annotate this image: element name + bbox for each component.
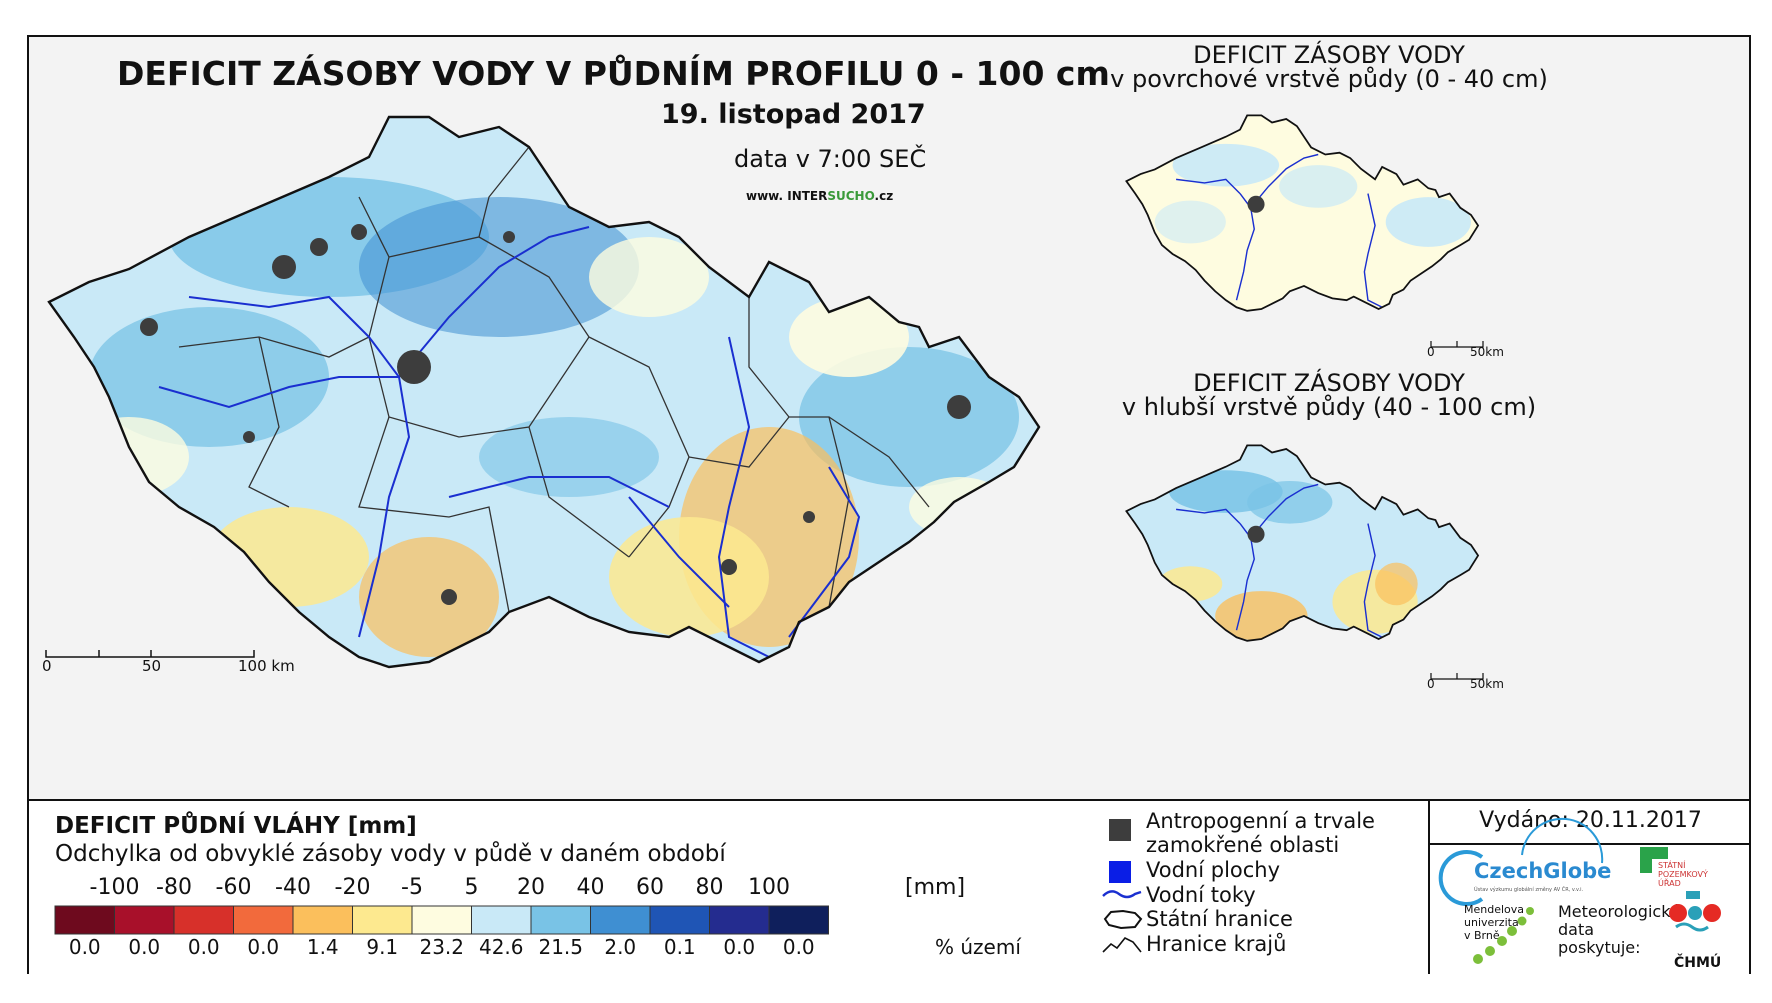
legend-pct-unit: % území: [935, 935, 1021, 959]
legend-swatch-4: [292, 905, 353, 935]
legend-tick-10: 80: [695, 875, 724, 900]
legend-pct-7: 42.6: [478, 935, 524, 959]
legend-swatch-8: [530, 905, 591, 935]
river-icon: [1102, 890, 1142, 899]
legend-tick-4: -20: [334, 875, 371, 900]
legend-tick-9: 60: [636, 875, 664, 900]
chmu-logo-icon: [1669, 891, 1721, 932]
legend-pct-9: 2.0: [604, 935, 637, 959]
issued-date: Vydáno: 20.11.2017: [1428, 801, 1751, 845]
legend-swatch-3: [233, 905, 294, 935]
legend-swatch-5: [352, 905, 413, 935]
regional-border-icon: [1102, 936, 1142, 953]
spu-name-3: ÚŘAD: [1658, 879, 1681, 888]
legend-pct-1: 0.0: [128, 935, 161, 959]
inset-bottom-scale-50: 50km: [1470, 677, 1504, 691]
mendelu-name-2: univerzita: [1464, 916, 1519, 929]
inset-bottom-map: [1125, 444, 1479, 642]
inset-bottom-scale-0: 0: [1427, 677, 1435, 691]
partner-logos: CzechGlobe Ústav výzkumu globální změny …: [1428, 817, 1751, 974]
map-area: 0 50 100 km DEFICIT ZÁSOBY VODY V PŮDNÍM…: [29, 37, 1749, 797]
map-frame: 0 50 100 km DEFICIT ZÁSOBY VODY V PŮDNÍM…: [27, 35, 1751, 974]
legend-swatch-10: [649, 905, 710, 935]
data-time: data v 7:00 SEČ: [734, 145, 927, 173]
map-date: 19. listopad 2017: [661, 99, 926, 130]
legend-pct-5: 9.1: [366, 935, 399, 959]
inset-top-scale-0: 0: [1427, 345, 1435, 359]
legend-pct-0: 0.0: [68, 935, 101, 959]
legend-tick-7: 20: [517, 875, 545, 900]
mendelu-name-3: v Brně: [1464, 929, 1500, 942]
czechglobe-subtitle: Ústav výzkumu globální změny AV ČR, v.v.…: [1474, 887, 1584, 893]
legend-swatch-2: [173, 905, 234, 935]
czechglobe-logo-icon: [1438, 817, 1604, 906]
legend-tick-8: 40: [576, 875, 605, 900]
legend-color-bar: [54, 905, 829, 935]
legend-tick-0: -100: [89, 875, 140, 900]
legend-tick-1: -80: [156, 875, 192, 900]
inset-top-title-1: DEFICIT ZÁSOBY VODY: [1193, 41, 1465, 69]
legend-swatch-11: [709, 905, 770, 935]
legend-pct-3: 0.0: [247, 935, 280, 959]
met-data-1: Meteorologická: [1558, 902, 1680, 921]
spu-name-1: STÁTNÍ: [1658, 861, 1686, 870]
website-link[interactable]: www. INTERSUCHO.cz: [746, 189, 894, 203]
legend-pct-12: 0.0: [782, 935, 815, 959]
chmu-name: ČHMÚ: [1674, 955, 1722, 971]
legend-pct-11: 0.0: [723, 935, 756, 959]
spu-logo-icon: [1640, 847, 1668, 873]
mendelu-logo-icon: [1473, 907, 1534, 964]
inset-bottom-title-1: DEFICIT ZÁSOBY VODY: [1193, 369, 1465, 397]
legend-tick-3: -40: [275, 875, 311, 900]
scale-label-50: 50: [142, 657, 162, 675]
spu-name-2: POZEMKOVÝ: [1658, 870, 1708, 879]
inset-top-scale-50: 50km: [1470, 345, 1504, 359]
legend-swatch-9: [590, 905, 651, 935]
legend-unit: [mm]: [905, 875, 966, 900]
legend-tick-5: -5: [401, 875, 423, 900]
inset-bottom-scale: [1430, 673, 1484, 680]
czechglobe-name: CzechGlobe: [1474, 859, 1612, 883]
anthropogenic-label-1: Antropogenní a trvale: [1146, 809, 1375, 833]
inset-top-map: [1125, 114, 1479, 312]
met-data-3: poskytuje:: [1558, 938, 1641, 957]
legend-tick-11: 100: [748, 875, 790, 900]
main-map: [45, 115, 1041, 669]
scale-label-0: 0: [42, 657, 52, 675]
mendelu-name-1: Mendelova: [1464, 903, 1525, 916]
water-area-swatch: [1109, 861, 1131, 883]
scale-label-100: 100 km: [238, 657, 295, 675]
legend-swatch-0: [54, 905, 115, 935]
legend-pct-6: 23.2: [419, 935, 465, 959]
legend-pct-2: 0.0: [187, 935, 220, 959]
legend-pct-4: 1.4: [306, 935, 339, 959]
legend-area: DEFICIT PŮDNÍ VLÁHY [mm] Odchylka od obv…: [29, 799, 1751, 974]
inset-top-scale: [1430, 341, 1484, 348]
met-data-2: data: [1558, 920, 1595, 939]
inset-bottom-title-2: v hlubší vrstvě půdy (40 - 100 cm): [1121, 393, 1537, 421]
anthropogenic-label-2: zamokřené oblasti: [1146, 833, 1340, 857]
map-title: DEFICIT ZÁSOBY VODY V PŮDNÍM PROFILU 0 -…: [117, 54, 1110, 93]
legend-tick-6: 5: [464, 875, 479, 900]
anthropogenic-swatch: [1109, 819, 1131, 841]
legend-swatch-1: [114, 905, 175, 935]
legend-tick-2: -60: [215, 875, 252, 900]
inset-top-title-2: v povrchové vrstvě půdy (0 - 40 cm): [1110, 65, 1548, 93]
legend-pct-10: 0.1: [663, 935, 696, 959]
state-border-icon: [1103, 909, 1143, 930]
regional-border-label: Hranice krajů: [1146, 932, 1287, 956]
legend-swatch-7: [471, 905, 532, 935]
legend-pct-8: 21.5: [538, 935, 584, 959]
legend-swatch-6: [411, 905, 472, 935]
legend-subtitle: Odchylka od obvyklé zásoby vody v půdě v…: [55, 841, 726, 867]
state-border-label: Státní hranice: [1146, 907, 1293, 931]
water-area-label: Vodní plochy: [1146, 858, 1281, 882]
river-label: Vodní toky: [1146, 883, 1256, 907]
legend-title: DEFICIT PŮDNÍ VLÁHY [mm]: [55, 813, 417, 839]
legend-swatch-12: [768, 905, 829, 935]
